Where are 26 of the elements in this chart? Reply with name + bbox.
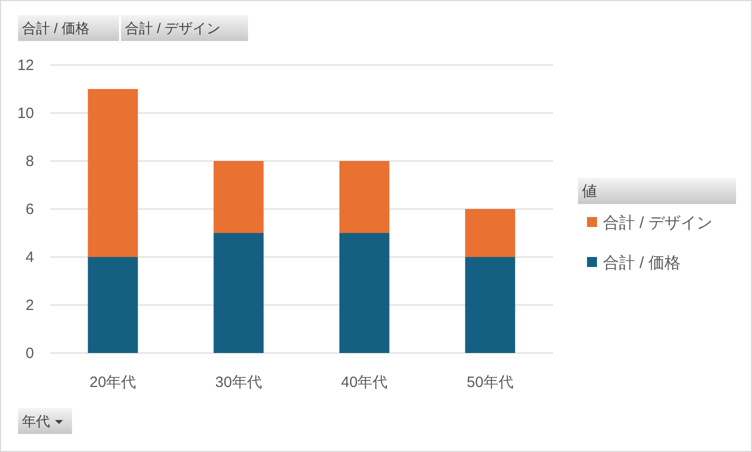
y-tick-label: 0 [26,345,34,362]
button: 合計 / デザイン [121,15,248,41]
x-tick-label: 20年代 [90,374,136,391]
y-tick-label: 2 [26,297,34,314]
button: 合計 / 価格 [18,15,119,41]
legend-title: 値 [582,183,597,200]
legend-label: 合計 / デザイン [603,214,712,232]
y-tick-label: 8 [26,153,34,170]
x-tick-label: 50年代 [466,374,514,391]
button: 年代 [18,408,72,434]
bar [465,209,516,257]
bar [88,89,138,257]
bar [339,233,390,353]
legend-label: 合計 / 価格 [603,254,680,272]
y-tick-label: 12 [17,57,34,74]
x-tick-label: 40年代 [341,374,388,391]
bar [214,161,264,233]
y-tick-label: 4 [26,249,34,266]
y-tick-label: 6 [26,201,34,218]
bar [214,233,264,353]
y-tick-label: 10 [17,105,34,122]
bar [339,161,390,233]
x-tick-label: 30年代 [215,374,262,391]
bar [88,257,138,353]
bar [465,257,516,353]
x-axis-title: 年代 [22,413,50,429]
